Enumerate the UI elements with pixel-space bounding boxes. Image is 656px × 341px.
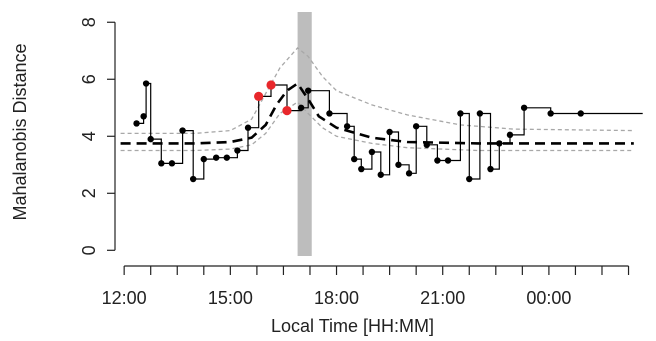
observed-point <box>200 155 207 163</box>
model-mean-line <box>120 81 634 145</box>
observed-point <box>577 110 584 117</box>
observed-point <box>496 140 503 147</box>
x-tick-label: 00:00 <box>526 288 571 308</box>
observed-point <box>547 110 554 117</box>
observed-point <box>368 148 376 156</box>
observed-point <box>351 155 358 163</box>
x-tick-label: 21:00 <box>420 288 465 308</box>
observed-point <box>487 165 494 173</box>
observed-point <box>326 110 333 117</box>
observed-point <box>189 175 197 183</box>
highlighted-point <box>282 106 292 116</box>
highlighted-point <box>254 91 264 101</box>
observed-point <box>140 113 147 120</box>
observed-point <box>234 147 241 154</box>
observed-point <box>297 104 305 111</box>
y-tick-label: 0 <box>79 245 99 255</box>
y-tick-label: 6 <box>79 74 99 84</box>
observed-point <box>147 135 154 143</box>
observed-point <box>358 165 365 173</box>
observed-point <box>423 141 430 149</box>
observed-point <box>133 120 140 127</box>
observed-point <box>457 110 464 117</box>
lower-band-line <box>120 101 634 152</box>
x-tick-label: 18:00 <box>314 288 359 308</box>
highlight-band <box>297 12 312 256</box>
y-tick-label: 4 <box>79 131 99 141</box>
observed-point <box>506 131 514 139</box>
observed-point <box>395 161 402 168</box>
observed-point <box>244 124 252 131</box>
observed-point <box>476 110 484 117</box>
observed-point <box>434 157 441 164</box>
upper-band-line <box>120 47 634 135</box>
observed-point <box>168 160 176 167</box>
x-tick-label: 15:00 <box>208 288 253 308</box>
observed-point <box>223 154 231 161</box>
observed-point <box>405 170 413 177</box>
observed-point <box>305 87 312 94</box>
plot-area: 0 2 4 6 8 12:00 15:00 18:00 21:00 00:00 <box>79 12 643 308</box>
x-tick-label: 12:00 <box>102 288 147 308</box>
y-tick-label: 2 <box>79 188 99 198</box>
highlighted-point <box>266 80 276 90</box>
observed-point <box>142 80 150 87</box>
observed-point <box>466 175 473 183</box>
observed-point <box>377 171 384 178</box>
observed-point <box>343 123 351 130</box>
x-axis-title: Local Time [HH:MM] <box>271 316 434 336</box>
observed-point <box>179 127 186 134</box>
observed-point <box>520 104 528 111</box>
observed-point <box>444 157 452 164</box>
observed-step-line <box>136 82 643 180</box>
observed-point <box>386 128 393 136</box>
y-axis-title: Mahalanobis Distance <box>10 43 30 220</box>
y-tick-label: 8 <box>79 17 99 27</box>
observed-point <box>412 123 420 130</box>
observed-point <box>158 160 165 167</box>
observed-point <box>212 154 220 161</box>
